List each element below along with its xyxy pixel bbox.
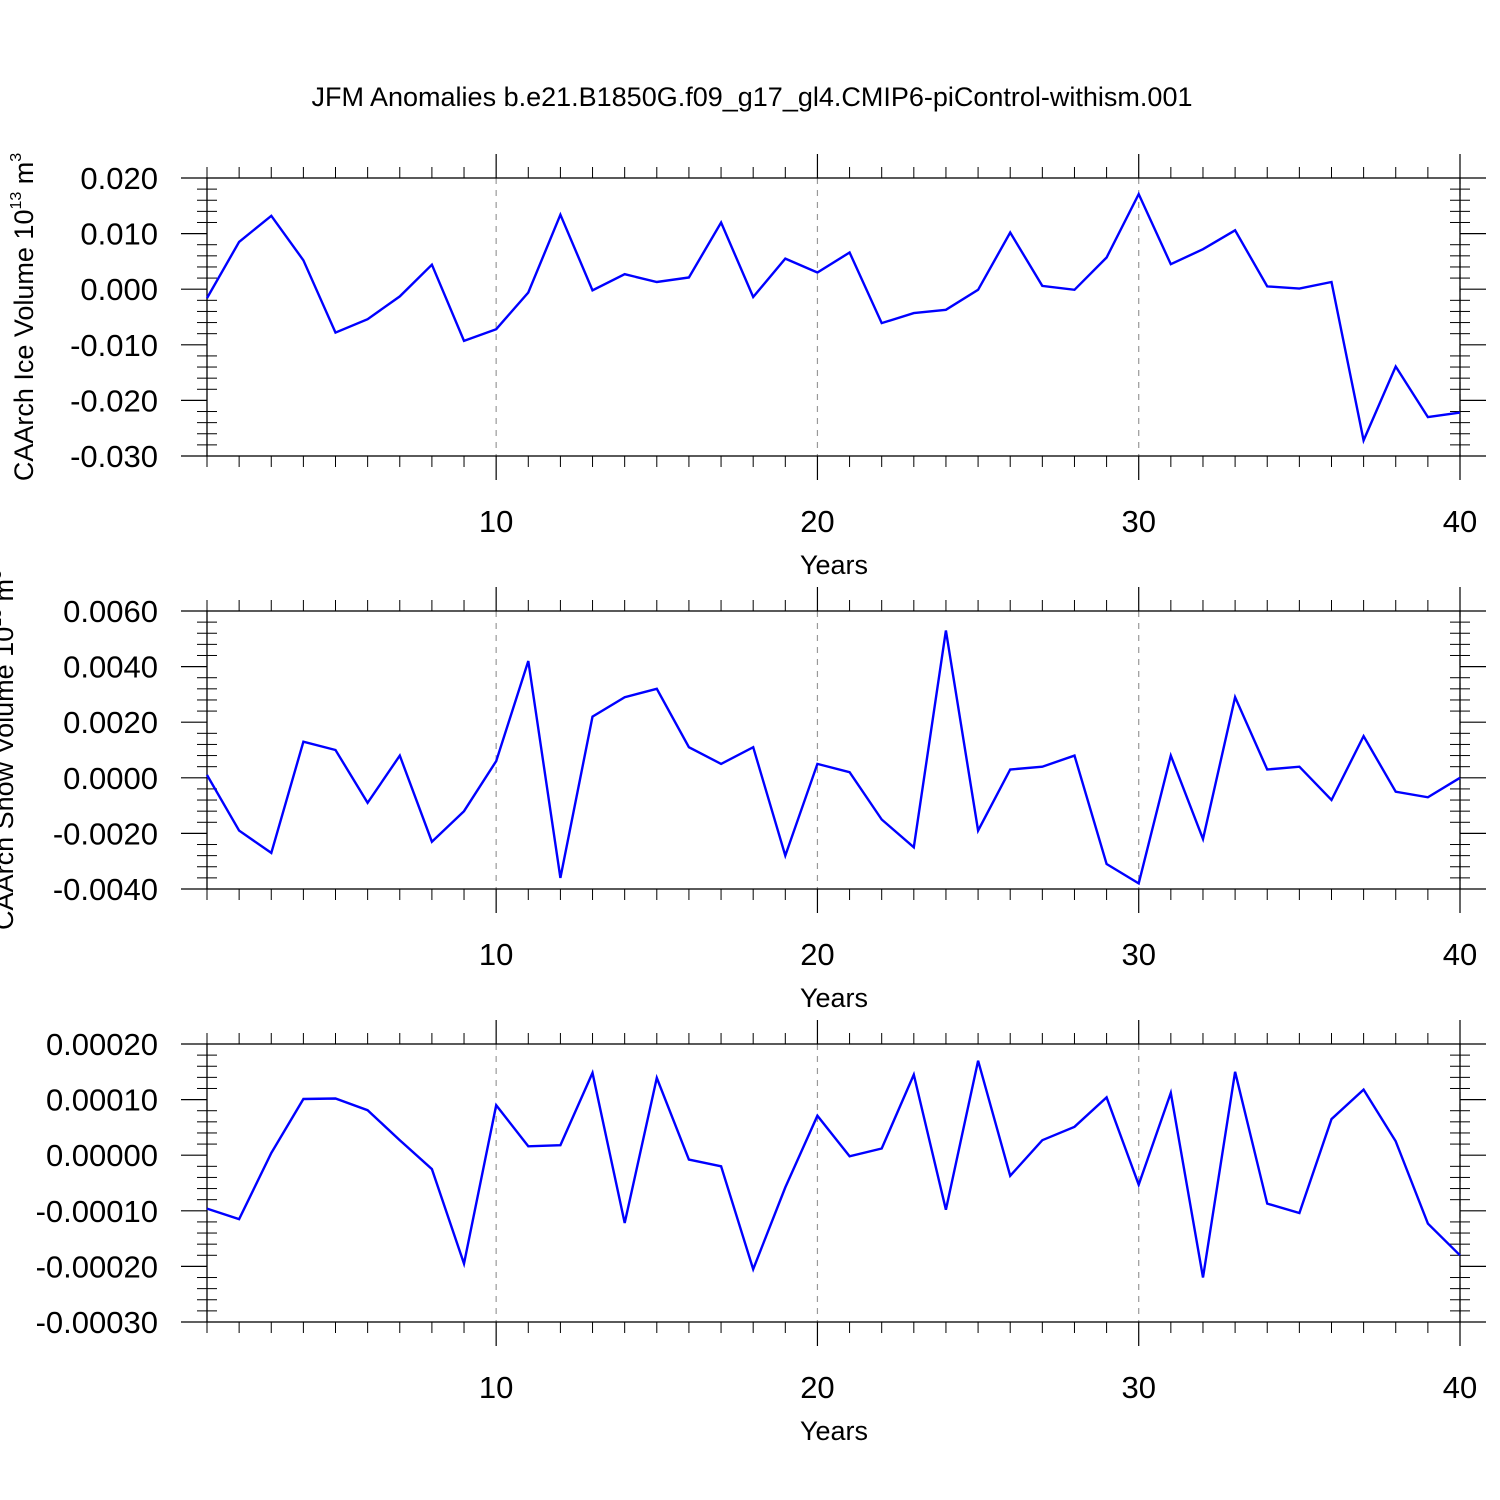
x-tick-label: 30	[1121, 504, 1155, 539]
y-axis-title: CAArch Snow Volume 1013 m3	[0, 570, 19, 930]
series-line	[205, 191, 1461, 445]
y-axis-title-text: CAArch Snow Volume 10	[0, 627, 19, 930]
plot-frame	[206, 610, 1461, 890]
x-tick-label: 20	[800, 504, 834, 539]
y-axis-title-exponent: 13	[0, 609, 5, 627]
panels: -0.030 -0.020 -0.010 0.000 0.010 0.020 10 20 30 4…	[0, 153, 1486, 1446]
x-axis-title: Years	[800, 983, 868, 1013]
y-tick-label: 0.0000	[63, 761, 158, 796]
series-line	[206, 1060, 1461, 1278]
y-tick-label: -0.030	[70, 439, 158, 474]
panel-1: -0.030 -0.020 -0.010 0.000 0.010 0.020 10 20 30 4…	[8, 153, 1486, 580]
y-axis-title-unit: m	[0, 579, 19, 609]
x-tick-label: 30	[1121, 1370, 1155, 1405]
y-tick-label: -0.00030	[36, 1305, 158, 1340]
x-tick-label: 30	[1121, 937, 1155, 972]
x-tick-label: 10	[479, 1370, 513, 1405]
y-tick-label: -0.00010	[36, 1194, 158, 1229]
x-tick-label: 20	[800, 937, 834, 972]
x-tick-label: 40	[1443, 1370, 1477, 1405]
y-axis-title-unit-exponent: 3	[8, 153, 25, 162]
series-line	[205, 630, 1461, 886]
y-axis-title: CAArch Ice Volume 1013 m3	[8, 153, 39, 481]
y-tick-label: -0.0040	[53, 872, 158, 907]
x-tick-label: 10	[479, 937, 513, 972]
y-tick-label: 0.0060	[63, 594, 158, 629]
plot-frame	[206, 177, 1461, 457]
y-tick-label: 0.000	[80, 272, 158, 307]
x-axis-title: Years	[800, 1416, 868, 1446]
x-axis-title: Years	[800, 550, 868, 580]
plot-frame	[206, 1043, 1461, 1323]
x-tick-label: 20	[800, 1370, 834, 1405]
x-tick-label: 10	[479, 504, 513, 539]
y-tick-label: -0.00020	[36, 1249, 158, 1284]
y-axis-title-unit: m	[9, 162, 39, 192]
y-tick-label: 0.0020	[63, 705, 158, 740]
panel-3: -0.00030 -0.00020 -0.00010 0.00000 0.00010 0.…	[36, 1020, 1486, 1446]
y-tick-label: 0.020	[80, 161, 158, 196]
y-axis-title-text: CAArch Ice Volume 10	[9, 210, 39, 482]
y-tick-label: 0.00020	[46, 1027, 158, 1062]
y-tick-label: 0.00000	[46, 1138, 158, 1173]
y-tick-label: 0.010	[80, 217, 158, 252]
x-tick-label: 40	[1443, 504, 1477, 539]
y-tick-label: -0.0020	[53, 816, 158, 851]
y-tick-label: -0.010	[70, 328, 158, 363]
y-axis-title-exponent: 13	[8, 192, 25, 210]
x-tick-label: 40	[1443, 937, 1477, 972]
y-tick-label: -0.020	[70, 383, 158, 418]
figure-title: JFM Anomalies b.e21.B1850G.f09_g17_gl4.C…	[312, 82, 1193, 112]
panel-2: -0.0040 -0.0020 0.0000 0.0020 0.0040 0.0060 10…	[0, 570, 1486, 1013]
y-tick-label: 0.00010	[46, 1083, 158, 1118]
y-tick-label: 0.0040	[63, 650, 158, 685]
y-axis-title-unit-exponent: 3	[0, 570, 5, 579]
